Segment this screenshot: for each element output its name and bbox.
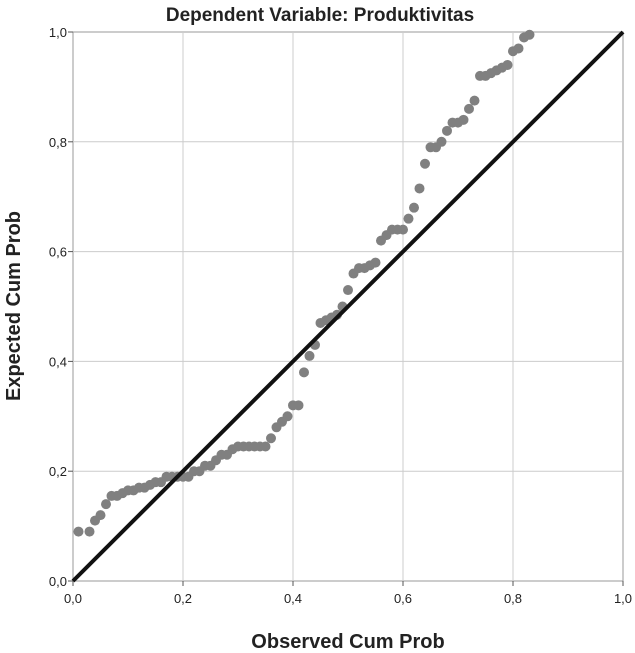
x-tick-label: 1,0	[614, 591, 632, 606]
data-point	[101, 499, 111, 510]
x-axis-ticks: 0,0 0,2 0,4 0,6 0,8 1,0	[64, 581, 632, 606]
x-tick-label: 0,4	[284, 591, 302, 606]
data-point	[304, 350, 315, 361]
data-point	[502, 59, 513, 70]
data-point	[436, 136, 447, 147]
gridlines	[73, 32, 623, 581]
x-tick-label: 0,8	[504, 591, 522, 606]
data-point	[260, 441, 271, 452]
x-tick-label: 0,0	[64, 591, 82, 606]
data-point	[524, 29, 535, 40]
data-point	[266, 433, 276, 444]
x-tick-label: 0,6	[394, 591, 412, 606]
y-tick-label: 0,0	[49, 574, 67, 589]
y-axis-ticks: 0,0 0,2 0,4 0,6 0,8 1,0	[49, 25, 73, 589]
data-point	[464, 103, 474, 114]
y-axis-title: Expected Cum Prob	[3, 211, 25, 401]
data-point	[403, 213, 414, 224]
data-points	[73, 29, 535, 537]
data-point	[299, 367, 309, 378]
data-point	[293, 400, 304, 411]
data-point	[282, 411, 293, 422]
y-tick-label: 1,0	[49, 25, 67, 40]
data-point	[370, 257, 381, 268]
data-point	[420, 158, 430, 169]
data-point	[84, 526, 95, 537]
data-point	[469, 95, 480, 106]
y-tick-label: 0,8	[49, 135, 67, 150]
chart-title: Dependent Variable: Produktivitas	[166, 5, 474, 26]
data-point	[442, 125, 452, 136]
reference-line	[71, 30, 625, 583]
y-tick-label: 0,6	[49, 245, 67, 260]
data-point	[343, 285, 353, 296]
y-tick-label: 0,2	[49, 464, 67, 479]
data-point	[414, 183, 425, 194]
data-point	[513, 43, 524, 54]
data-point	[409, 202, 419, 213]
x-tick-label: 0,2	[174, 591, 192, 606]
x-axis-title: Observed Cum Prob	[251, 631, 444, 653]
data-point	[73, 526, 84, 537]
y-tick-label: 0,4	[49, 354, 67, 369]
data-point	[398, 224, 408, 235]
data-point	[95, 510, 106, 521]
data-point	[458, 114, 469, 125]
